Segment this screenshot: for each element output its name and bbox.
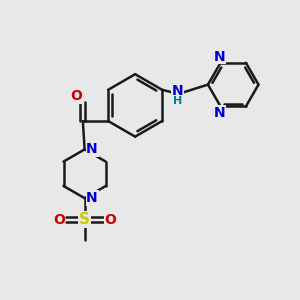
Text: O: O [53,212,65,226]
Text: O: O [104,212,116,226]
Text: H: H [173,96,182,106]
Text: N: N [172,84,184,98]
Text: N: N [86,191,98,205]
Text: N: N [213,106,225,120]
Text: N: N [213,50,225,64]
Text: O: O [70,89,82,103]
Text: S: S [79,212,90,227]
Text: N: N [86,142,98,156]
